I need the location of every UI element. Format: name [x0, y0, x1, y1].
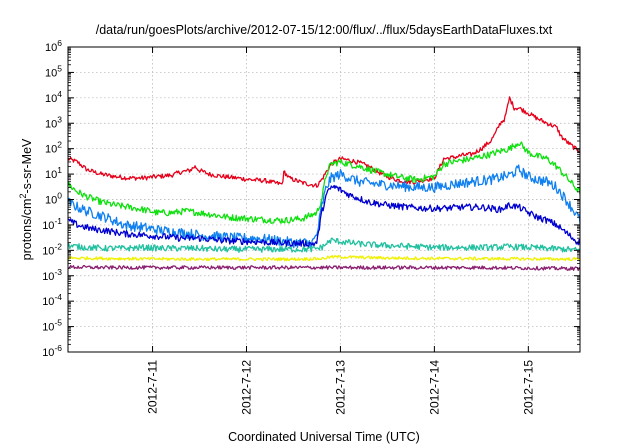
- y-tick-label: 10-4: [42, 292, 62, 308]
- series-layer: [67, 96, 581, 272]
- x-tick-label: 2012-7-15: [521, 360, 535, 415]
- y-tick-label: 10-3: [42, 267, 62, 283]
- series-line-4: [67, 237, 581, 253]
- series-line-2: [67, 164, 581, 249]
- x-tick-label: 2012-7-12: [239, 360, 253, 415]
- y-tick-label: 105: [45, 63, 62, 79]
- y-tick-label: 101: [45, 165, 62, 181]
- y-tick-label: 100: [45, 191, 62, 207]
- y-tick-label: 102: [45, 140, 62, 156]
- y-tick-label: 10-2: [42, 241, 62, 257]
- y-tick-label: 103: [45, 114, 62, 130]
- series-line-1: [67, 141, 581, 224]
- chart-title: /data/run/goesPlots/archive/2012-07-15/1…: [96, 23, 553, 37]
- y-tick-label: 10-5: [42, 318, 62, 334]
- series-line-3: [67, 184, 581, 248]
- y-tick-label: 104: [45, 89, 62, 105]
- series-line-0: [67, 96, 581, 188]
- x-tick-label: 2012-7-14: [427, 360, 441, 415]
- x-tick-label: 2012-7-11: [146, 360, 160, 414]
- y-tick-label: 10-1: [42, 216, 62, 232]
- y-axis-label: protons/cm2-s-sr-MeV: [18, 138, 34, 260]
- series-line-6: [67, 264, 581, 272]
- x-axis-label: Coordinated Universal Time (UTC): [228, 430, 420, 444]
- series-line-5: [67, 254, 581, 262]
- y-tick-label: 106: [45, 38, 62, 54]
- axis-ticks: 10-6 10-5 10-4 10-3 10-2 10-1 100 101 102 103 104 1…: [42, 38, 580, 415]
- y-tick-label: 10-6: [42, 343, 62, 359]
- x-tick-label: 2012-7-13: [333, 360, 347, 415]
